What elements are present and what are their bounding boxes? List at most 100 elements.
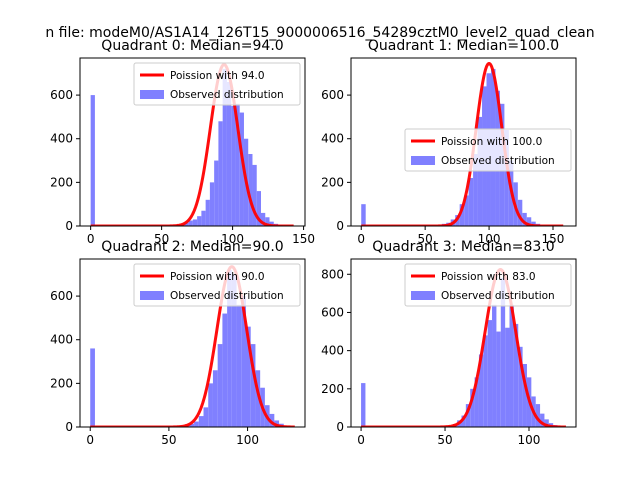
legend-label-poisson: Poission with 90.0 [170,271,265,283]
subplot-quadrant-0: 0 50 100 150 0 200 400 600 Quadrant 0: Median=94… [50,38,315,246]
histogram-bar [517,199,523,226]
histogram-bar [226,82,232,226]
legend-label-poisson: Poission with 94.0 [170,70,265,82]
histogram-bar [208,383,213,427]
histogram-bar [544,419,549,427]
plot-area [89,265,296,427]
x-tick-label: 150 [292,232,315,246]
histogram-bar [465,404,471,427]
y-tick-label: 200 [50,376,73,390]
histogram-bar [231,274,237,427]
legend-frame [133,62,301,106]
legend-label-observed: Observed distribution [170,290,284,302]
histogram-bar [189,423,195,427]
x-tick-label: 100 [518,433,541,447]
poisson-curve [89,63,295,226]
histogram-bar [509,304,514,427]
subplot-title: Quadrant 0: Median=94.0 [101,38,283,54]
y-tick-label: 600 [50,289,73,303]
legend-frame [133,263,301,307]
histogram-bar [239,112,244,226]
histogram-bar [513,323,519,427]
axes-frame [350,258,577,428]
histogram-bar [235,103,240,226]
legend-frame [404,263,572,307]
histogram-bar [256,191,261,226]
axes-frame [79,258,306,428]
legend-bar-swatch [411,291,435,300]
x-tick-label: 50 [161,433,176,447]
legend: Poission with 94.0 Observed distribution [133,62,301,106]
histogram-bar [236,304,242,427]
legend-bar-swatch [140,90,164,99]
histogram-bar [522,212,527,226]
subplot-quadrant-1: 0 50 100 150 0 200 400 600 Quadrant 1: Median=10… [321,38,577,246]
histogram-bar [214,160,219,226]
legend: Poission with 100.0 Observed distribution [404,128,572,172]
histogram-bar [227,269,232,427]
y-tick-label: 200 [321,382,344,396]
x-tick-label: 0 [357,232,365,246]
subplot-quadrant-3: 0 50 100 0 200 400 600 800 Quadrant 3: Median=83… [321,239,577,447]
histogram-bar [188,220,193,226]
legend-label-observed: Observed distribution [170,89,284,101]
histogram-bar [90,348,95,427]
histogram-bar [470,388,475,427]
histogram-bar [252,164,257,226]
histogram-bar [269,221,274,226]
plot-area [360,268,567,427]
histogram-bar [473,154,478,226]
y-tick-label: 400 [321,132,344,146]
histogram-bar [464,195,469,226]
legend-label-poisson: Poission with 83.0 [441,271,536,283]
x-tick-label: 50 [437,433,452,447]
histogram-bar [531,221,536,226]
x-tick-label: 100 [478,232,501,246]
histogram-bar [255,370,261,427]
histogram-bar [478,354,484,427]
histogram-bar [474,377,479,427]
legend-label-observed: Observed distribution [441,290,555,302]
y-tick-label: 400 [50,333,73,347]
x-tick-label: 0 [86,433,94,447]
legend-frame [404,128,572,172]
histogram-bar [248,154,253,226]
y-tick-label: 800 [321,267,344,281]
histogram-bar [192,219,198,226]
histogram-bar [496,331,501,427]
y-tick-label: 400 [50,132,73,146]
histogram-bar [518,346,523,427]
histogram-bar [505,327,510,427]
x-tick-label: 50 [154,232,169,246]
histogram-bar [217,344,223,427]
subplot-title: Quadrant 2: Median=90.0 [101,239,283,255]
legend-label-observed: Observed distribution [441,155,555,167]
figure-suptitle: n file: modeM0/AS1A14_126T15_9000006516_… [45,25,594,41]
legend-bar-swatch [140,291,164,300]
x-tick-label: 150 [542,232,565,246]
y-tick-label: 600 [321,305,344,319]
plot-area [89,63,295,226]
histogram-bar [250,344,256,427]
axes-frame [79,57,306,227]
histogram-bar [487,320,493,427]
histogram-bar [205,199,210,226]
histogram-bar [535,404,541,427]
histogram-bar [184,222,189,226]
subplot-title: Quadrant 3: Median=83.0 [372,239,554,255]
histogram-bar [201,210,206,226]
y-tick-label: 200 [321,175,344,189]
histogram-bar [522,364,527,427]
poisson-curve [360,61,565,226]
histogram-bar [209,182,215,226]
x-tick-label: 50 [418,232,433,246]
legend-bar-swatch [411,156,435,165]
subplots-container: 0 50 100 150 0 200 400 600 Quadrant 0: Median=94… [50,38,577,447]
poisson-curve [89,265,296,427]
y-tick-label: 200 [50,175,73,189]
histogram-bar [492,304,497,427]
subplot-title: Quadrant 1: Median=100.0 [368,38,559,54]
histogram-bar [260,212,266,226]
histogram-bar [504,130,509,226]
histogram-bar [361,204,366,226]
